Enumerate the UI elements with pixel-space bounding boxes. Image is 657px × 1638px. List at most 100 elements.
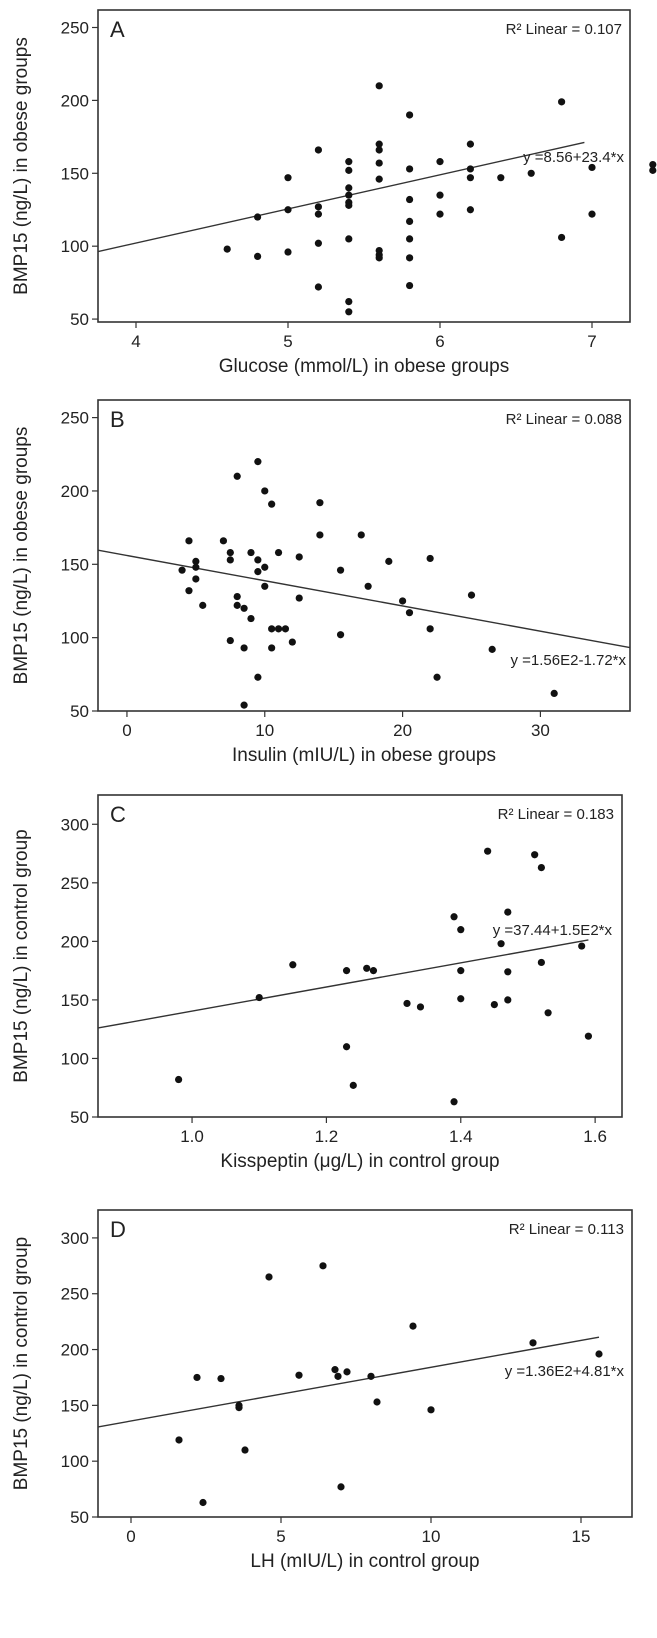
data-point — [466, 140, 474, 148]
x-tick-label: 1.2 — [315, 1127, 339, 1146]
data-point — [314, 146, 322, 154]
data-point — [466, 174, 474, 182]
data-point — [334, 1372, 342, 1380]
data-point — [427, 1406, 435, 1414]
data-point — [406, 254, 414, 262]
data-point — [233, 472, 241, 480]
data-point — [405, 609, 414, 617]
y-tick-label: 300 — [61, 815, 89, 834]
data-point — [426, 625, 434, 633]
regression-equation: y =1.36E2+4.81*x — [505, 1363, 625, 1380]
y-tick-label: 150 — [61, 991, 89, 1010]
data-point — [175, 1436, 183, 1444]
data-point — [578, 942, 586, 950]
data-point — [466, 206, 474, 214]
regression-line — [98, 141, 585, 253]
data-point — [385, 557, 393, 565]
data-point — [375, 175, 383, 183]
data-point — [488, 645, 496, 653]
data-point — [403, 999, 411, 1008]
data-point — [240, 701, 248, 709]
data-point — [316, 531, 324, 539]
data-point — [406, 165, 414, 173]
r-squared-label: R² Linear = 0.107 — [506, 21, 622, 38]
data-point — [584, 1032, 593, 1040]
data-point — [504, 968, 512, 976]
data-point — [436, 158, 444, 166]
data-point — [193, 1373, 201, 1382]
y-axis-label: BMP15 (ng/L) in control group — [11, 829, 32, 1082]
data-point — [295, 553, 303, 561]
regression-equation: y =37.44+1.5E2*x — [493, 922, 613, 939]
data-point — [274, 625, 283, 633]
data-point — [450, 1098, 458, 1106]
y-axis-label: BMP15 (ng/L) in obese groups — [11, 37, 32, 295]
data-point — [457, 995, 465, 1003]
data-point — [178, 566, 186, 574]
data-point — [255, 993, 263, 1002]
y-tick-label: 200 — [61, 1341, 89, 1360]
data-point — [490, 1000, 498, 1009]
data-point — [375, 140, 383, 148]
data-point — [375, 159, 383, 167]
panel-d: 0 5 10 15 50 100 150 200 250 300 LH (mIU/L) in con… — [11, 1209, 633, 1572]
data-point — [558, 98, 566, 106]
x-tick-label: 6 — [435, 332, 444, 351]
x-axis-label: Kisspeptin (μg/L) in control group — [220, 1151, 499, 1172]
data-point — [595, 1350, 603, 1358]
data-point — [268, 625, 276, 633]
data-point — [529, 1339, 537, 1347]
x-tick-label: 5 — [276, 1527, 285, 1546]
panel-c: 1.0 1.2 1.4 1.6 50 100 150 200 250 300 Kisspeptin … — [11, 794, 623, 1172]
data-point — [550, 689, 558, 697]
x-tick-label: 5 — [283, 332, 292, 351]
y-tick-label: 200 — [61, 932, 89, 951]
data-point — [281, 625, 290, 633]
data-point — [457, 967, 465, 975]
data-point — [274, 548, 283, 557]
data-point — [497, 940, 505, 948]
plot-frame — [97, 9, 631, 323]
data-point — [185, 587, 193, 595]
y-tick-label: 250 — [61, 18, 89, 37]
data-point — [544, 1009, 552, 1017]
data-point — [527, 169, 535, 177]
data-point — [466, 165, 474, 173]
data-point — [357, 531, 365, 539]
data-point — [364, 582, 372, 590]
data-point — [314, 210, 322, 218]
x-tick-label: 20 — [393, 721, 412, 740]
data-point — [284, 206, 292, 214]
y-tick-label: 150 — [61, 555, 89, 574]
data-point — [342, 1043, 351, 1051]
data-point — [467, 591, 476, 599]
y-tick-label: 200 — [61, 91, 89, 110]
data-point — [345, 201, 353, 209]
panel-letter: C — [110, 802, 126, 827]
y-tick-label: 250 — [61, 1285, 89, 1304]
r-squared-label: R² Linear = 0.183 — [498, 806, 614, 823]
data-point — [254, 673, 262, 681]
x-tick-label: 10 — [422, 1527, 441, 1546]
data-point — [537, 863, 545, 872]
data-point — [226, 548, 234, 557]
data-point — [406, 235, 414, 243]
data-point — [345, 308, 353, 316]
data-point — [254, 458, 262, 466]
data-point — [295, 1371, 303, 1379]
data-point — [588, 163, 596, 172]
data-point — [649, 160, 657, 169]
y-tick-label: 200 — [61, 482, 89, 501]
data-point — [219, 537, 228, 545]
data-point — [375, 254, 383, 262]
plot-frame — [97, 794, 623, 1118]
panel-a: 4 5 6 7 50 100 150 200 250 Glucose (mmol/L) in ob… — [11, 9, 657, 377]
data-point — [504, 996, 512, 1004]
data-point — [261, 487, 269, 495]
data-point — [367, 1372, 375, 1380]
data-point — [217, 1374, 225, 1383]
data-point — [504, 908, 512, 916]
x-tick-label: 15 — [572, 1527, 591, 1546]
data-point — [247, 614, 255, 623]
